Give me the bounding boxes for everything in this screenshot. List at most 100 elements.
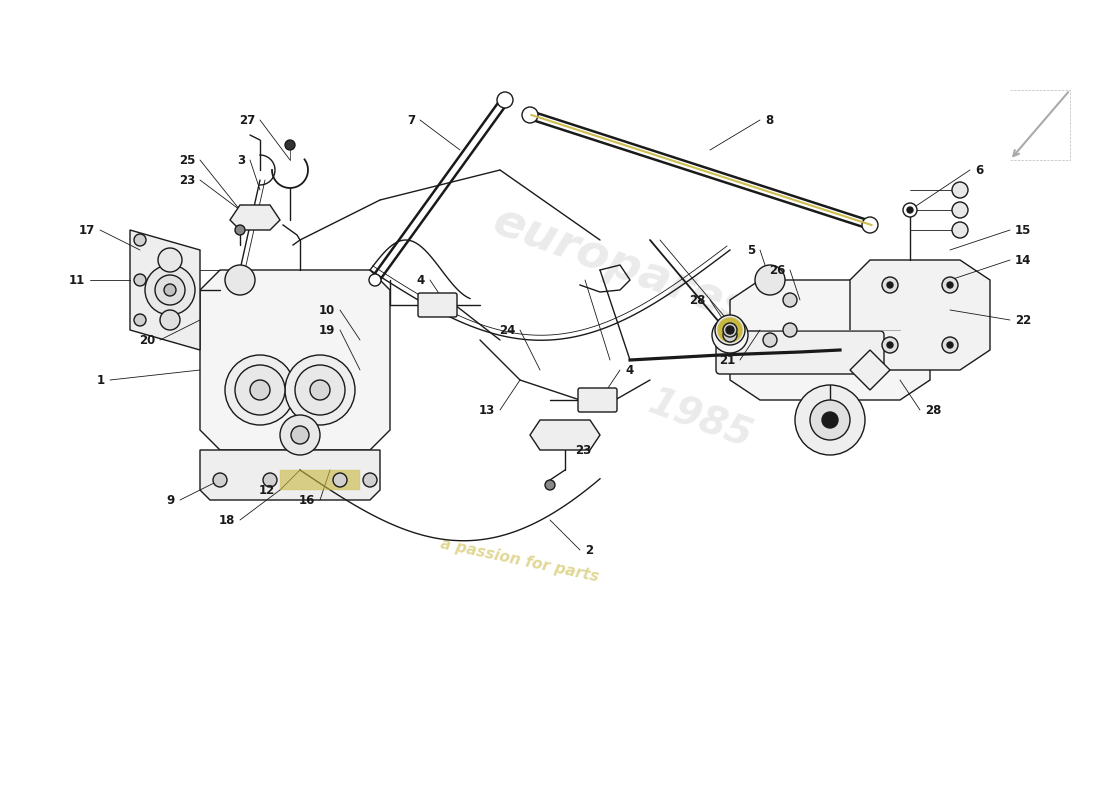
Text: 2: 2	[585, 543, 593, 557]
Text: 14: 14	[1015, 254, 1032, 266]
Text: 21: 21	[718, 354, 735, 366]
Circle shape	[887, 342, 893, 348]
Circle shape	[213, 473, 227, 487]
Circle shape	[712, 317, 748, 353]
Text: 20: 20	[139, 334, 155, 346]
Circle shape	[783, 293, 798, 307]
Circle shape	[363, 473, 377, 487]
Text: 24: 24	[498, 323, 515, 337]
Circle shape	[295, 365, 345, 415]
Polygon shape	[850, 350, 890, 390]
Circle shape	[882, 337, 898, 353]
Text: 27: 27	[239, 114, 255, 126]
Circle shape	[862, 217, 878, 233]
Circle shape	[723, 323, 737, 337]
Text: 23: 23	[178, 174, 195, 186]
Circle shape	[285, 355, 355, 425]
Circle shape	[285, 140, 295, 150]
Circle shape	[158, 248, 182, 272]
Text: 16: 16	[298, 494, 315, 506]
Polygon shape	[850, 260, 990, 370]
Text: 22: 22	[1015, 314, 1032, 326]
Text: 15: 15	[1015, 223, 1032, 237]
Text: 8: 8	[764, 114, 773, 126]
Circle shape	[522, 107, 538, 123]
Text: 28: 28	[925, 403, 942, 417]
Circle shape	[755, 265, 785, 295]
Circle shape	[942, 337, 958, 353]
Polygon shape	[280, 470, 360, 490]
Polygon shape	[200, 270, 390, 450]
Circle shape	[947, 282, 953, 288]
Text: 17: 17	[79, 223, 95, 237]
Text: a passion for parts: a passion for parts	[439, 536, 601, 584]
Circle shape	[903, 203, 917, 217]
Circle shape	[952, 182, 968, 198]
Text: 5: 5	[747, 243, 755, 257]
Text: 26: 26	[769, 263, 785, 277]
Circle shape	[947, 342, 953, 348]
Text: 18: 18	[219, 514, 235, 526]
Polygon shape	[730, 280, 930, 400]
Circle shape	[497, 92, 513, 108]
FancyBboxPatch shape	[716, 331, 884, 374]
Circle shape	[544, 480, 556, 490]
Circle shape	[226, 355, 295, 425]
Text: 23: 23	[575, 443, 592, 457]
Circle shape	[882, 277, 898, 293]
Text: 12: 12	[258, 483, 275, 497]
Text: 4: 4	[417, 274, 425, 286]
Circle shape	[145, 265, 195, 315]
Circle shape	[942, 277, 958, 293]
Text: 13: 13	[478, 403, 495, 417]
Text: 3: 3	[236, 154, 245, 166]
Text: 1985: 1985	[642, 384, 757, 456]
Text: 4: 4	[625, 363, 634, 377]
Circle shape	[235, 225, 245, 235]
Circle shape	[822, 412, 838, 428]
Circle shape	[292, 426, 309, 444]
Text: 7: 7	[407, 114, 415, 126]
Circle shape	[718, 318, 743, 342]
FancyBboxPatch shape	[578, 388, 617, 412]
Circle shape	[160, 310, 180, 330]
Circle shape	[134, 314, 146, 326]
Circle shape	[134, 234, 146, 246]
Text: 10: 10	[319, 303, 336, 317]
Circle shape	[235, 365, 285, 415]
Circle shape	[368, 274, 381, 286]
Text: 6: 6	[975, 163, 983, 177]
Circle shape	[226, 265, 255, 295]
Text: 9: 9	[167, 494, 175, 506]
Circle shape	[134, 274, 146, 286]
Circle shape	[310, 380, 330, 400]
Circle shape	[763, 333, 777, 347]
Polygon shape	[530, 420, 600, 450]
FancyBboxPatch shape	[418, 293, 456, 317]
Circle shape	[726, 326, 734, 334]
Circle shape	[908, 207, 913, 213]
Circle shape	[783, 323, 798, 337]
Circle shape	[250, 380, 270, 400]
Circle shape	[795, 385, 865, 455]
Text: 25: 25	[178, 154, 195, 166]
Text: 11: 11	[68, 274, 85, 286]
Text: 19: 19	[319, 323, 336, 337]
Circle shape	[952, 222, 968, 238]
Circle shape	[952, 202, 968, 218]
Circle shape	[155, 275, 185, 305]
Circle shape	[723, 328, 737, 342]
Polygon shape	[230, 205, 280, 230]
Circle shape	[333, 473, 346, 487]
Circle shape	[263, 473, 277, 487]
Polygon shape	[130, 230, 200, 350]
Text: 1: 1	[97, 374, 104, 386]
Circle shape	[715, 315, 745, 345]
Circle shape	[164, 284, 176, 296]
Circle shape	[887, 282, 893, 288]
Text: europaresres: europaresres	[486, 198, 834, 362]
Circle shape	[280, 415, 320, 455]
Polygon shape	[200, 450, 380, 500]
Text: 28: 28	[689, 294, 705, 306]
Circle shape	[810, 400, 850, 440]
